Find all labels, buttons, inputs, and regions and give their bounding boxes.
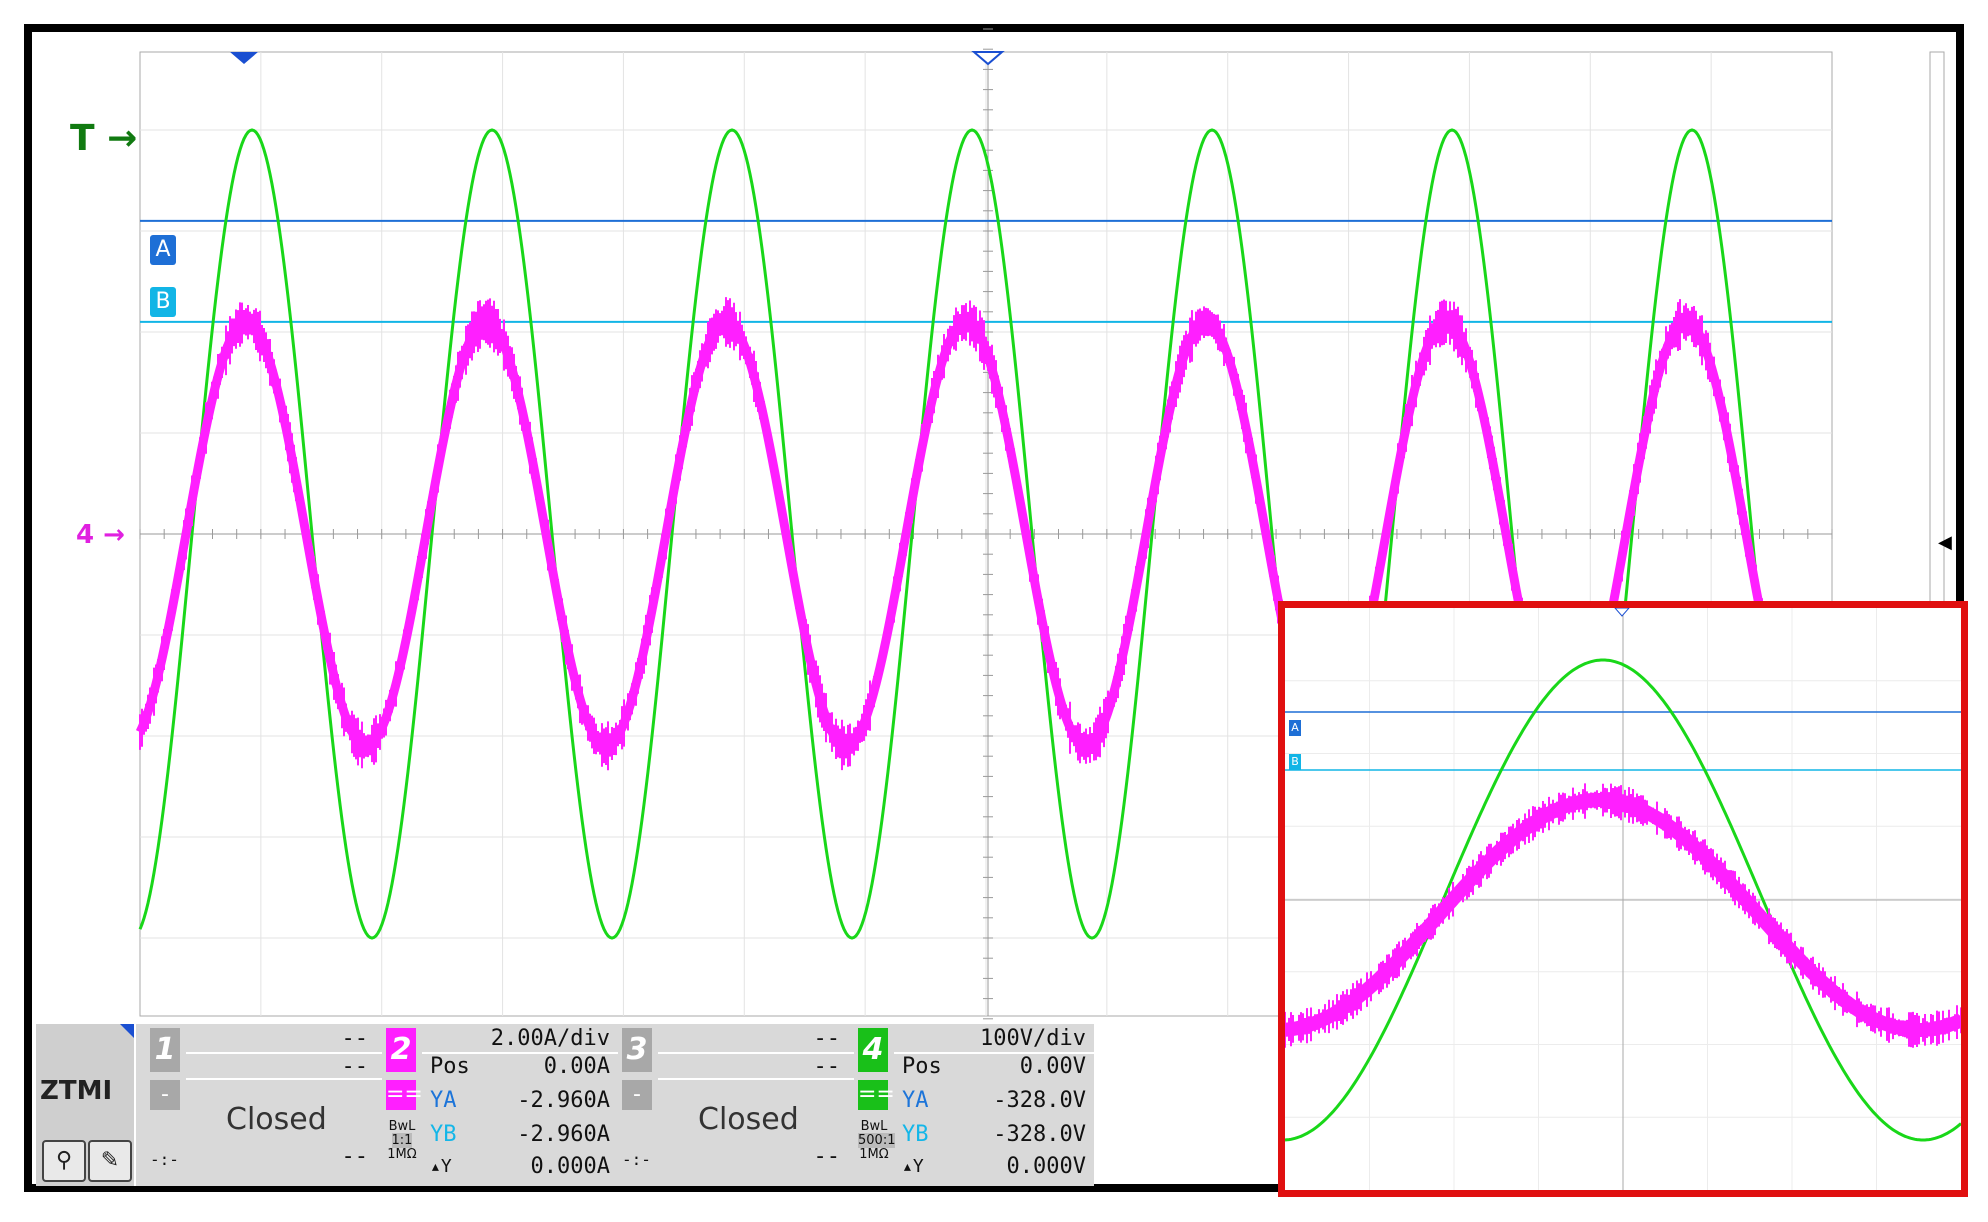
channel-1-coupling[interactable]: - — [150, 1080, 180, 1110]
channel-4-scale: 100V/div — [980, 1026, 1086, 1051]
channel-2-yb-label: YB — [430, 1122, 457, 1147]
channel-ground-marker: 4 → — [76, 520, 125, 550]
inset-cursor-a-tag: A — [1289, 720, 1301, 736]
brand-logo: ZTMI ⚲ ✎ — [36, 1024, 136, 1186]
channel-2-dy-label: ▴Y — [430, 1156, 452, 1177]
channel-3-coupling-info: -:- — [622, 1150, 651, 1169]
channel-3-coupling[interactable]: - — [622, 1080, 652, 1110]
center-marker — [971, 51, 1005, 66]
channel-1-scale: -- — [341, 1026, 369, 1051]
channel-2-bandwidth: BwL 1:1 1MΩ — [387, 1119, 417, 1162]
channel-4-dy-label: ▴Y — [902, 1156, 924, 1177]
channel-1-number[interactable]: 1 — [150, 1028, 180, 1072]
channel-3-block[interactable]: 3 - -- -- Closed -:- -- — [618, 1024, 854, 1186]
channel-4-dy: 0.000V — [1006, 1154, 1086, 1179]
channel-1-coupling-info: -:- — [150, 1150, 179, 1169]
channel-4-ya-label: YA — [902, 1088, 929, 1113]
zoom-inset-display — [1285, 608, 1961, 1190]
channel-3-number[interactable]: 3 — [622, 1028, 652, 1072]
channel-2-pos-label: Pos — [430, 1054, 470, 1079]
channel-4-yb: -328.0V — [993, 1122, 1086, 1147]
channel-4-ya: -328.0V — [993, 1088, 1086, 1113]
channel-1-status: Closed — [226, 1102, 327, 1137]
channel-4-bandwidth: BwL 500:1 1MΩ — [858, 1119, 896, 1162]
channel-4-block[interactable]: 4 == BwL 500:1 1MΩ 100V/div Pos 0.00V YA -… — [854, 1024, 1094, 1186]
channel-1-block[interactable]: 1 - -- -- Closed -:- -- — [146, 1024, 382, 1186]
channel-4-yb-label: YB — [902, 1122, 929, 1147]
channel-2-ya-label: YA — [430, 1088, 457, 1113]
channel-2-block[interactable]: 2 == BwL 1:1 1MΩ 2.00A/div Pos 0.00A YA -2… — [382, 1024, 618, 1186]
channel-4-pos: 0.00V — [1019, 1054, 1086, 1079]
right-edge-marker-icon: ◀ — [1938, 532, 1952, 553]
trigger-position-marker — [230, 52, 258, 64]
channel-2-number[interactable]: 2 — [386, 1028, 416, 1072]
channel-3-pos: -- — [813, 1054, 841, 1079]
channel-1-pos: -- — [341, 1054, 369, 1079]
inset-ch4-voltage-trace — [1285, 658, 1961, 1142]
channel-2-dy: 0.000A — [530, 1154, 610, 1179]
brand-logo-text: ZTMI — [40, 1076, 113, 1106]
channel-3-status: Closed — [698, 1102, 799, 1137]
cursor-icon: ✎ — [100, 1148, 120, 1173]
channel-4-coupling[interactable]: == — [858, 1080, 895, 1110]
channel-4-pos-label: Pos — [902, 1054, 942, 1079]
inset-cursor-b-tag: B — [1289, 754, 1301, 770]
channel-2-coupling[interactable]: == — [386, 1080, 423, 1110]
channel-3-extra: -- — [813, 1144, 841, 1169]
inset-ch2-current-noise — [1285, 783, 1961, 1048]
channel-2-yb: -2.960A — [517, 1122, 610, 1147]
logo-corner-icon — [120, 1024, 134, 1038]
channel-2-scale: 2.00A/div — [490, 1026, 610, 1051]
cursor-a-tag[interactable]: A — [150, 235, 176, 265]
inset-center-marker — [1614, 608, 1630, 617]
trigger-level-label: T → — [70, 118, 138, 159]
zoom-probe-button[interactable]: ⚲ — [42, 1140, 86, 1182]
channel-2-ya: -2.960A — [517, 1088, 610, 1113]
channel-4-number[interactable]: 4 — [858, 1028, 888, 1072]
zoom-inset: A B — [1278, 601, 1968, 1197]
inset-grid — [1285, 608, 1961, 1190]
cursor-b-tag[interactable]: B — [150, 287, 176, 317]
measure-probe-button[interactable]: ✎ — [88, 1140, 132, 1182]
magnifier-icon: ⚲ — [55, 1148, 73, 1173]
channel-control-panel: ZTMI ⚲ ✎ 1 - -- -- Closed -:- -- 2 == Bw… — [36, 1024, 1094, 1186]
channel-2-pos: 0.00A — [543, 1054, 610, 1079]
channel-1-extra: -- — [341, 1144, 369, 1169]
channel-3-scale: -- — [813, 1026, 841, 1051]
